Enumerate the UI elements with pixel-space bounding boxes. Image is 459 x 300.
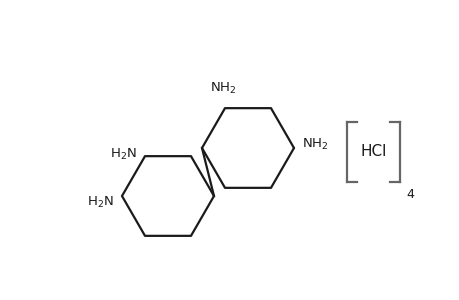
Text: NH$_2$: NH$_2$ — [302, 136, 328, 152]
Text: HCl: HCl — [359, 145, 386, 160]
Text: 4: 4 — [405, 188, 413, 201]
Text: H$_2$N: H$_2$N — [110, 147, 137, 162]
Text: H$_2$N: H$_2$N — [87, 194, 114, 209]
Text: NH$_2$: NH$_2$ — [209, 81, 235, 96]
